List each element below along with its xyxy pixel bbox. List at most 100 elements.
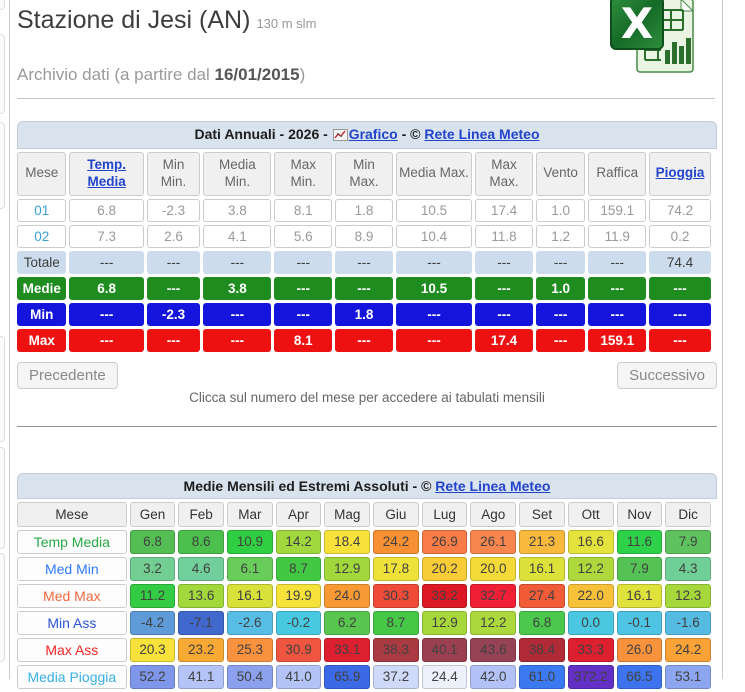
annual-title-text: Dati Annuali - 2026 - bbox=[194, 126, 332, 142]
value-cell: 6.1 bbox=[227, 556, 273, 581]
value-cell: 66.5 bbox=[616, 664, 663, 689]
value-cell: 12.2 bbox=[567, 556, 614, 581]
value-cell: 7.9 bbox=[616, 556, 663, 581]
rete-linea-meteo-link[interactable]: Rete Linea Meteo bbox=[424, 126, 540, 142]
value-cell: 17.4 bbox=[475, 198, 533, 222]
value-cell: 22.0 bbox=[567, 583, 614, 608]
value-cell: 50.4 bbox=[227, 664, 273, 689]
value-cell: 0.0 bbox=[567, 610, 614, 635]
col-header-ott: Ott bbox=[567, 501, 614, 527]
value-cell: 1.0 bbox=[535, 276, 586, 300]
value-cell: 159.1 bbox=[588, 198, 647, 222]
value-cell: 4.1 bbox=[203, 224, 272, 248]
medie-row: Medie 6.8 --- 3.8 --- --- 10.5 --- 1.0 --- --- bbox=[17, 276, 711, 300]
month-cell: 02 bbox=[17, 224, 67, 248]
med-min-label[interactable]: Med Min bbox=[17, 556, 127, 581]
col-header-temp-media: Temp. Media bbox=[69, 152, 144, 196]
value-cell: --- bbox=[588, 250, 647, 274]
pager: Precedente Successivo bbox=[17, 361, 717, 389]
value-cell: 372.2 bbox=[567, 664, 614, 689]
archive-date: 16/01/2015 bbox=[214, 65, 300, 84]
monthly-data-table: Mese Gen Feb Mar Apr Mag Giu Lug Ago Set Ott Nov Dic… bbox=[14, 499, 714, 692]
value-cell: 2.6 bbox=[146, 224, 201, 248]
value-cell: --- bbox=[146, 328, 201, 352]
temp-media-link[interactable]: Temp. Media bbox=[87, 157, 126, 189]
value-cell: 11.2 bbox=[129, 583, 176, 608]
value-cell: -2.3 bbox=[146, 302, 201, 326]
temp-media-label[interactable]: Temp Media bbox=[17, 529, 127, 554]
temp-media-row: Temp Media 6.8 8.6 10.9 14.2 18.4 24.2 26.9 26.1… bbox=[17, 529, 711, 554]
value-cell: -7.1 bbox=[178, 610, 225, 635]
value-cell: 11.9 bbox=[588, 224, 647, 248]
col-header-apr: Apr bbox=[275, 501, 322, 527]
value-cell: 0.2 bbox=[649, 224, 711, 248]
col-header-pioggia: Pioggia bbox=[649, 152, 711, 196]
value-cell: 1.8 bbox=[335, 198, 393, 222]
med-max-label[interactable]: Med Max bbox=[17, 583, 127, 608]
value-cell: 65.9 bbox=[324, 664, 371, 689]
value-cell: --- bbox=[649, 328, 711, 352]
value-cell: --- bbox=[274, 302, 333, 326]
col-header-dic: Dic bbox=[665, 501, 711, 527]
value-cell: 6.8 bbox=[69, 276, 144, 300]
value-cell: 43.6 bbox=[470, 637, 517, 662]
value-cell: 6.8 bbox=[519, 610, 565, 635]
value-cell: 16.1 bbox=[519, 556, 565, 581]
excel-export-icon[interactable]: X bbox=[609, 0, 697, 76]
header-divider bbox=[17, 98, 715, 99]
value-cell: --- bbox=[69, 328, 144, 352]
med-min-row: Med Min 3.2 4.6 6.1 8.7 12.9 17.8 20.2 20.0 16.1 1… bbox=[17, 556, 711, 581]
value-cell: 38.4 bbox=[519, 637, 565, 662]
value-cell: 24.2 bbox=[665, 637, 711, 662]
monthly-header-row: Mese Gen Feb Mar Apr Mag Giu Lug Ago Set Ott Nov Dic bbox=[17, 501, 711, 527]
value-cell: 61.0 bbox=[519, 664, 565, 689]
value-cell: 27.4 bbox=[519, 583, 565, 608]
value-cell: -2.6 bbox=[227, 610, 273, 635]
pioggia-link[interactable]: Pioggia bbox=[655, 165, 705, 181]
value-cell: 30.3 bbox=[373, 583, 419, 608]
col-header-feb: Feb bbox=[178, 501, 225, 527]
value-cell: 8.7 bbox=[275, 556, 322, 581]
grafico-link[interactable]: Grafico bbox=[348, 126, 398, 142]
min-ass-label[interactable]: Min Ass bbox=[17, 610, 127, 635]
value-cell: --- bbox=[395, 302, 473, 326]
value-cell: --- bbox=[146, 250, 201, 274]
col-header-giu: Giu bbox=[373, 501, 419, 527]
successivo-button[interactable]: Successivo bbox=[617, 361, 717, 389]
value-cell: 10.5 bbox=[395, 276, 473, 300]
col-header-min-min: Min Min. bbox=[146, 152, 201, 196]
value-cell: 14.2 bbox=[275, 529, 322, 554]
value-cell: --- bbox=[335, 328, 393, 352]
month-hint: Clicca sul numero del mese per accedere … bbox=[189, 389, 545, 405]
month-link[interactable]: 01 bbox=[34, 202, 50, 218]
value-cell: --- bbox=[535, 302, 586, 326]
left-fragment bbox=[0, 34, 5, 114]
section-divider bbox=[17, 425, 717, 427]
archive-prefix: Archivio dati (a partire dal bbox=[17, 65, 215, 84]
max-ass-label[interactable]: Max Ass bbox=[17, 637, 127, 662]
value-cell: 8.1 bbox=[274, 328, 333, 352]
col-header-media-min: Media Min. bbox=[203, 152, 272, 196]
col-header-max-max: Max Max. bbox=[475, 152, 533, 196]
value-cell: 16.6 bbox=[567, 529, 614, 554]
precedente-button[interactable]: Precedente bbox=[17, 361, 118, 389]
value-cell: 23.2 bbox=[178, 637, 225, 662]
value-cell: 1.0 bbox=[535, 198, 586, 222]
value-cell: 10.5 bbox=[395, 198, 473, 222]
totale-label: Totale bbox=[17, 250, 67, 274]
col-header-lug: Lug bbox=[421, 501, 468, 527]
value-cell: 52.2 bbox=[129, 664, 176, 689]
value-cell: 41.1 bbox=[178, 664, 225, 689]
value-cell: 10.4 bbox=[395, 224, 473, 248]
value-cell: 12.3 bbox=[665, 583, 711, 608]
monthly-title-text: Medie Mensili ed Estremi Assoluti - © bbox=[183, 477, 436, 494]
month-link[interactable]: 02 bbox=[34, 228, 50, 244]
left-fragment bbox=[0, 553, 5, 662]
left-fragment bbox=[0, 447, 5, 549]
left-fragment bbox=[0, 0, 5, 10]
rete-linea-meteo-link-2[interactable]: Rete Linea Meteo bbox=[435, 477, 551, 494]
left-fragment bbox=[0, 336, 5, 442]
value-cell: 1.8 bbox=[335, 302, 393, 326]
value-cell: 12.9 bbox=[421, 610, 468, 635]
media-pioggia-label[interactable]: Media Pioggia bbox=[17, 664, 127, 689]
